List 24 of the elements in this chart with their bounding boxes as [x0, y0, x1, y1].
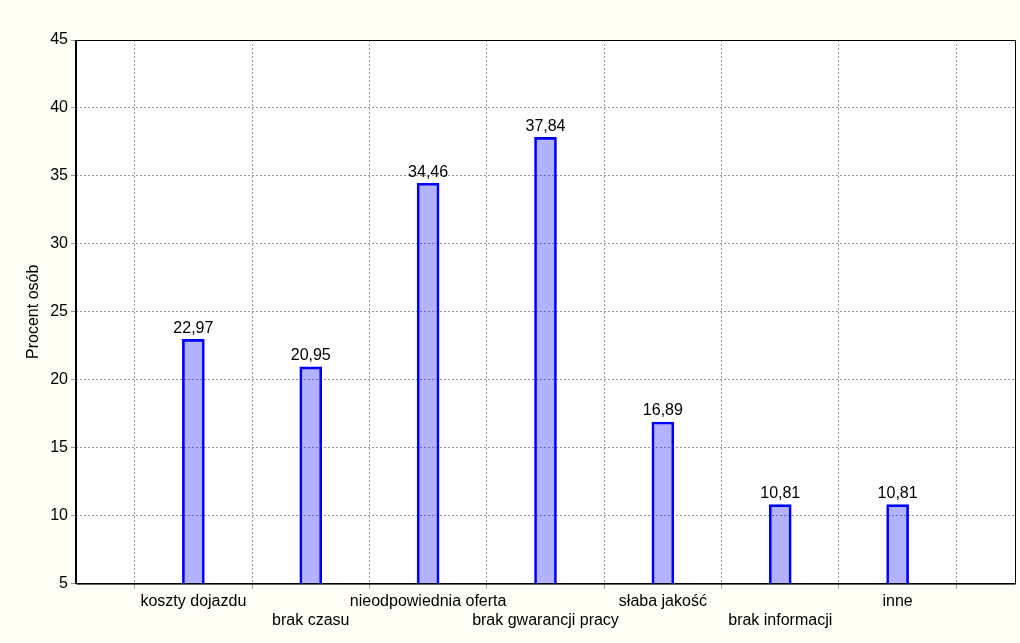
x-tick-label: brak czasu [272, 610, 350, 628]
x-tick-label: brak informacji [728, 610, 833, 628]
y-tick-label: 15 [50, 438, 69, 456]
y-tick-label: 5 [59, 574, 69, 592]
y-tick-label: 25 [50, 302, 69, 320]
x-tick-label: inne [882, 591, 913, 609]
data-label: 10,81 [760, 484, 801, 502]
x-tick-label: nieodpowiednia oferta [349, 591, 507, 609]
y-axis-title: Procent osób [24, 264, 42, 359]
data-label: 20,95 [290, 346, 331, 364]
y-tick-label: 30 [50, 234, 69, 252]
data-label: 37,84 [525, 116, 566, 134]
data-label: 34,46 [408, 162, 449, 180]
x-tick-label: koszty dojazdu [140, 591, 247, 609]
y-tick-label: 45 [50, 30, 69, 48]
y-tick-label: 40 [50, 98, 69, 116]
y-tick-label: 10 [50, 506, 69, 524]
data-label: 10,81 [877, 484, 918, 502]
x-tick-label: słaba jakość [618, 591, 707, 609]
data-label: 16,89 [642, 401, 683, 419]
y-tick-label: 20 [50, 370, 69, 388]
y-tick-label: 35 [50, 166, 69, 184]
data-label: 22,97 [173, 318, 214, 336]
x-tick-label: brak gwarancji pracy [472, 610, 619, 628]
